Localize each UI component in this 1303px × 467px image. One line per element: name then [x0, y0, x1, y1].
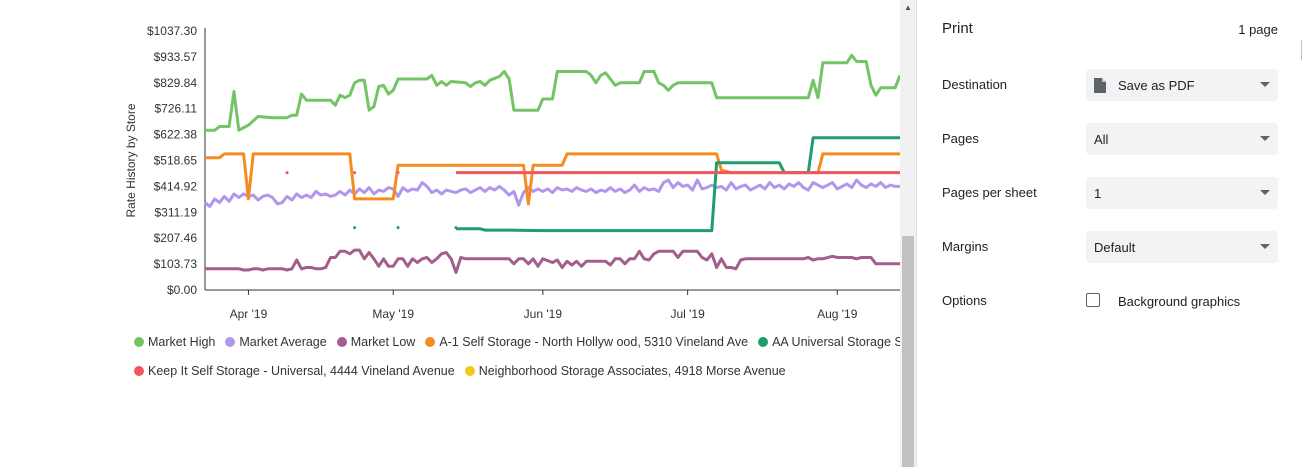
legend-dot-icon — [464, 366, 475, 376]
preview-scrollbar[interactable]: ▲ — [900, 0, 916, 467]
background-graphics-checkbox[interactable] — [1086, 293, 1100, 307]
aa-universal-data-point — [353, 226, 357, 230]
legend-label: Market Average — [239, 335, 327, 349]
destination-label: Destination — [942, 77, 1008, 92]
x-tick-label: May '19 — [372, 307, 414, 321]
legend-dot-icon — [134, 337, 144, 347]
panel-divider — [916, 0, 917, 467]
options-label: Options — [942, 293, 987, 308]
print-settings-panel: Print 1 page Destination Save as PDF Pag… — [917, 0, 1303, 467]
legend-row-2: Keep It Self Storage - Universal, 4444 V… — [134, 364, 796, 378]
y-tick-label: $0.00 — [167, 283, 197, 297]
legend-row-1: Market High Market Average Market Low A-1 S… — [134, 335, 904, 349]
legend-item[interactable]: AA Universal Storage Self-S — [758, 335, 904, 349]
legend-label: AA Universal Storage Self-S — [772, 335, 904, 349]
legend-label: Keep It Self Storage - Universal, 4444 V… — [148, 364, 455, 378]
rate-history-chart: $1037.30 $933.57 $829.84 $726.11 $622.38 $518… — [124, 24, 900, 321]
y-tick-label: $311.19 — [155, 205, 198, 219]
margins-value: Default — [1094, 239, 1136, 255]
aa-universal-data-point — [454, 226, 458, 230]
legend-item[interactable]: Market High — [134, 335, 215, 349]
legend-label: Neighborhood Storage Associates, 4918 Mo… — [478, 364, 786, 378]
y-axis-title: Rate History by Store — [124, 103, 138, 217]
destination-select[interactable]: Save as PDF — [1086, 69, 1278, 101]
legend-label: A-1 Self Storage - North Hollyw ood, 531… — [439, 335, 749, 349]
legend-dot-icon — [425, 337, 436, 347]
legend-dot-icon — [225, 337, 236, 347]
document-icon — [1094, 77, 1106, 93]
legend-item[interactable]: Market Average — [225, 335, 327, 349]
margins-select[interactable]: Default — [1086, 231, 1278, 263]
x-tick-label: Jul '19 — [670, 307, 705, 321]
x-tick-label: Apr '19 — [230, 307, 268, 321]
series-line-market-high — [205, 53, 900, 132]
background-graphics-label[interactable]: Background graphics — [1118, 294, 1241, 309]
keep-it-data-point — [396, 171, 400, 175]
legend-label: Market High — [148, 335, 216, 349]
keep-it-data-point — [353, 171, 357, 175]
print-preview: $1037.30 $933.57 $829.84 $726.11 $622.38 $518… — [124, 24, 904, 378]
chevron-down-icon — [1260, 244, 1270, 249]
pages-label: Pages — [942, 131, 979, 146]
chevron-down-icon — [1260, 190, 1270, 195]
series-line-market-average — [204, 178, 900, 208]
legend-dot-icon — [134, 366, 144, 376]
y-tick-label: $518.65 — [154, 154, 198, 168]
x-tick-label: Jun '19 — [524, 307, 563, 321]
y-tick-label: $726.11 — [155, 102, 198, 116]
scrollbar-thumb[interactable] — [902, 236, 914, 467]
pages-per-sheet-value: 1 — [1094, 185, 1102, 201]
panel-edge — [1301, 40, 1302, 60]
x-tick-label: Aug '19 — [817, 307, 858, 321]
aa-universal-data-point — [396, 226, 400, 230]
y-tick-label: $414.92 — [154, 179, 198, 193]
y-tick-label: $622.38 — [154, 128, 198, 142]
page-count: 1 page — [1238, 22, 1278, 37]
legend-item[interactable]: Neighborhood Storage Associates, 4918 Mo… — [464, 364, 786, 378]
chevron-down-icon — [1260, 82, 1270, 87]
keep-it-data-point — [285, 171, 289, 175]
series-line-market-low — [205, 248, 900, 274]
y-tick-label: $829.84 — [154, 76, 198, 90]
y-tick-label: $1037.30 — [147, 24, 197, 38]
legend-item[interactable]: A-1 Self Storage - North Hollyw ood, 531… — [425, 335, 748, 349]
chevron-down-icon — [1260, 136, 1270, 141]
legend-label: Market Low — [350, 335, 416, 349]
chart-legend: Market High Market Average Market Low A-1 S… — [134, 0, 904, 390]
pages-per-sheet-label: Pages per sheet — [942, 185, 1037, 200]
panel-title: Print — [942, 20, 973, 37]
y-tick-label: $933.57 — [154, 50, 198, 64]
margins-label: Margins — [942, 239, 989, 254]
pages-per-sheet-select[interactable]: 1 — [1086, 177, 1278, 209]
destination-value: Save as PDF — [1118, 77, 1195, 93]
pages-value: All — [1094, 131, 1109, 147]
legend-dot-icon — [336, 337, 347, 347]
scroll-up-arrow-icon[interactable]: ▲ — [904, 3, 912, 12]
legend-dot-icon — [758, 337, 769, 347]
legend-item[interactable]: Market Low — [336, 335, 416, 349]
pages-select[interactable]: All — [1086, 123, 1278, 155]
y-tick-label: $207.46 — [154, 231, 198, 245]
y-tick-label: $103.73 — [154, 257, 198, 271]
legend-item[interactable]: Keep It Self Storage - Universal, 4444 V… — [134, 364, 455, 378]
